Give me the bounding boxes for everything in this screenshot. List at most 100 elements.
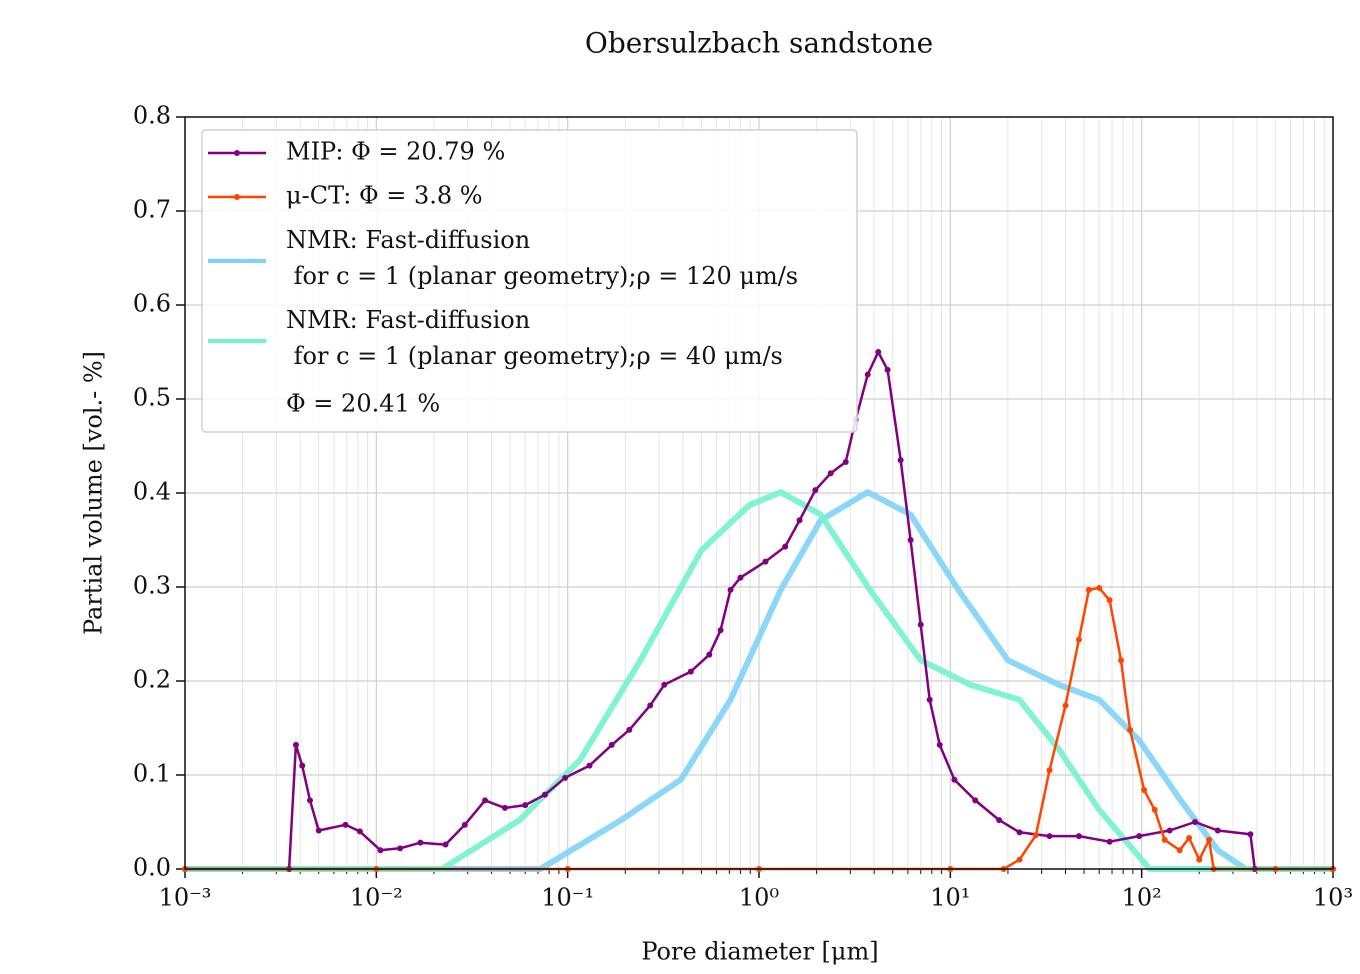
data-point <box>1075 636 1082 643</box>
data-point <box>1085 586 1092 593</box>
legend-label: NMR: Fast-diffusion for c = 1 (planar ge… <box>286 226 798 290</box>
data-point <box>342 821 349 828</box>
data-point <box>377 847 384 854</box>
data-point <box>842 458 849 465</box>
data-point <box>951 776 958 783</box>
data-point <box>461 821 468 828</box>
data-point <box>727 586 734 593</box>
x-tick-label: 10⁰ <box>739 884 779 912</box>
data-point <box>1136 833 1143 840</box>
data-point <box>1096 584 1103 591</box>
x-tick-label: 10³ <box>1313 884 1353 912</box>
y-tick-label: 0.6 <box>133 290 171 318</box>
data-point <box>1062 702 1069 709</box>
data-point <box>936 741 943 748</box>
legend-label: NMR: Fast-diffusion for c = 1 (planar ge… <box>286 306 783 370</box>
legend-box <box>201 129 858 433</box>
data-point <box>1161 836 1168 843</box>
data-point <box>996 817 1003 824</box>
data-point <box>541 791 548 798</box>
data-point <box>1247 831 1254 838</box>
data-point <box>1016 829 1023 836</box>
data-point <box>1046 833 1053 840</box>
data-point <box>1127 726 1134 733</box>
data-point <box>1214 827 1221 834</box>
data-point <box>1141 787 1148 794</box>
y-tick-label: 0.5 <box>133 384 171 412</box>
data-point <box>501 804 508 811</box>
x-tick-label: 10² <box>1122 884 1162 912</box>
data-point <box>562 774 569 781</box>
data-point <box>717 627 724 634</box>
data-point <box>926 696 933 703</box>
x-tick-label: 10⁻¹ <box>541 884 594 912</box>
data-point <box>864 371 871 378</box>
data-point <box>522 802 529 809</box>
y-axis-label: Partial volume [vol.- %] <box>80 351 108 635</box>
data-point <box>1118 657 1125 664</box>
data-point <box>482 797 489 804</box>
data-point <box>306 797 313 804</box>
data-point <box>1166 827 1173 834</box>
series-line <box>185 489 1333 872</box>
data-point <box>875 349 882 355</box>
data-point <box>608 741 615 748</box>
data-point <box>356 828 363 835</box>
data-point <box>1075 833 1082 840</box>
data-point <box>1046 767 1053 774</box>
y-tick-label: 0.0 <box>133 854 171 882</box>
data-point <box>442 841 449 848</box>
data-point <box>647 702 654 709</box>
x-tick-label: 10⁻² <box>350 884 403 912</box>
data-point <box>1196 856 1203 863</box>
data-point <box>1176 847 1183 854</box>
plot-frame <box>184 116 1334 870</box>
data-point <box>884 366 891 373</box>
data-point <box>737 574 744 581</box>
data-point <box>586 762 593 769</box>
data-point <box>706 651 713 658</box>
legend-marker <box>234 194 240 200</box>
data-point <box>1106 838 1113 845</box>
data-point <box>827 470 834 477</box>
data-point <box>796 517 803 524</box>
data-point <box>1186 834 1193 841</box>
data-point <box>397 845 404 852</box>
data-point <box>315 827 322 834</box>
data-point <box>782 543 789 550</box>
y-tick-label: 0.8 <box>133 102 171 130</box>
data-point <box>812 487 819 494</box>
data-point <box>1106 597 1113 604</box>
y-tick-label: 0.3 <box>133 572 171 600</box>
legend-label: MIP: Φ = 20.79 % <box>286 138 505 166</box>
data-point <box>917 621 924 628</box>
y-tick-label: 0.2 <box>133 666 171 694</box>
data-point <box>907 537 914 543</box>
data-point <box>292 741 299 748</box>
y-tick-label: 0.4 <box>133 478 171 506</box>
chart-title: Obersulzbach sandstone <box>585 27 933 60</box>
data-point <box>1151 806 1158 813</box>
y-tick-label: 0.1 <box>133 760 171 788</box>
data-point <box>417 839 424 846</box>
data-point <box>661 681 668 688</box>
data-point <box>299 762 306 769</box>
data-point <box>897 457 904 464</box>
legend-label: μ-CT: Φ = 3.8 % <box>286 182 483 210</box>
data-point <box>972 797 979 804</box>
data-point <box>1032 832 1039 839</box>
data-point <box>1016 856 1023 863</box>
legend-marker <box>234 150 240 156</box>
data-point <box>626 726 633 733</box>
legend-note: Φ = 20.41 % <box>286 390 440 418</box>
series-line <box>185 489 1333 872</box>
data-point <box>687 668 694 675</box>
x-tick-label: 10¹ <box>930 884 970 912</box>
data-point <box>1206 836 1213 843</box>
data-point <box>762 558 769 565</box>
x-tick-label: 10⁻³ <box>159 884 212 912</box>
data-point <box>1192 819 1199 825</box>
y-tick-label: 0.7 <box>133 196 171 224</box>
x-axis-label: Pore diameter [μm] <box>641 938 878 966</box>
